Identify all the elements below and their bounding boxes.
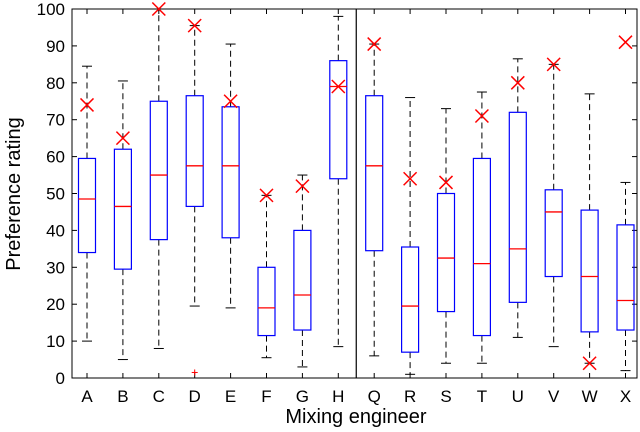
x-marker: [367, 37, 382, 52]
x-tick-label: Q: [368, 387, 381, 406]
x-marker: [115, 131, 130, 146]
y-tick-label: 50: [46, 185, 65, 204]
x-marker: [582, 356, 597, 371]
plot-area: 0 10 20 30 40 50 60 70 80 90 100 A B C D E F G H Q R S T U V W X: [37, 0, 638, 406]
x-tick-label: B: [117, 387, 128, 406]
box: [77, 157, 97, 254]
x-tick-label: H: [332, 387, 344, 406]
y-tick-label: 60: [46, 148, 65, 167]
box: [185, 95, 204, 208]
y-tick-label: 40: [46, 221, 65, 240]
x-marker: [259, 188, 274, 203]
x-marker: [151, 1, 166, 17]
x-marker: [438, 175, 454, 190]
x-marker: [546, 57, 561, 72]
x-tick-label: R: [404, 387, 416, 406]
y-tick-label: 70: [46, 111, 65, 130]
box: [329, 60, 348, 180]
x-marker: [403, 171, 418, 186]
y-tick-label: 80: [46, 74, 65, 93]
box: [544, 189, 563, 278]
box: [149, 100, 168, 241]
x-tick-label: U: [512, 387, 524, 406]
y-tick-label: 10: [46, 332, 65, 351]
y-tick-label: 100: [37, 0, 65, 19]
y-tick-label: 30: [46, 258, 65, 277]
x-tick-label: S: [440, 387, 451, 406]
box: [616, 224, 635, 331]
x-marker: [187, 18, 202, 33]
box: [436, 192, 456, 313]
x-tick-label: F: [261, 387, 271, 406]
y-axis-label: Preference rating: [3, 117, 25, 270]
y-tick-label: 20: [46, 295, 65, 314]
box: [508, 111, 527, 303]
x-marker: [618, 35, 633, 50]
box: [293, 229, 312, 331]
x-marker: [223, 94, 238, 109]
x-marker: [295, 179, 310, 194]
x-tick-label: A: [81, 387, 93, 406]
x-marker: [331, 79, 346, 94]
box: [580, 209, 599, 333]
box: [221, 106, 240, 239]
x-tick-label: V: [548, 387, 560, 406]
x-tick-label: G: [296, 387, 309, 406]
x-tick-label: X: [620, 387, 631, 406]
box: [113, 148, 133, 270]
y-tick-label: 90: [46, 37, 65, 56]
x-tick-label: C: [153, 387, 165, 406]
box: [365, 95, 384, 252]
box: [472, 157, 491, 337]
x-tick-label: E: [225, 387, 236, 406]
box: [401, 246, 420, 353]
x-axis-label: Mixing engineer: [285, 406, 427, 428]
y-tick-label: 0: [56, 369, 65, 388]
x-marker: [474, 108, 489, 124]
x-marker: [510, 75, 525, 90]
box: [257, 266, 276, 337]
x-tick-label: D: [189, 387, 201, 406]
x-tick-label: T: [477, 387, 487, 406]
x-marker: [79, 97, 95, 112]
x-tick-label: W: [582, 387, 598, 406]
